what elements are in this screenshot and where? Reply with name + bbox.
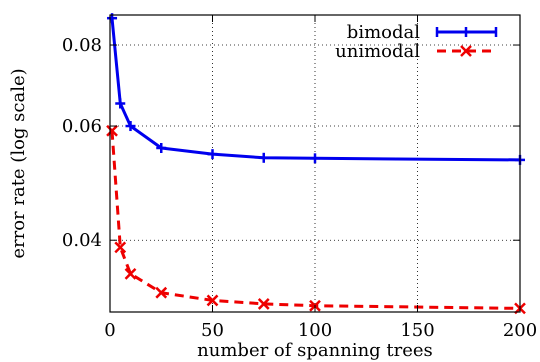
data-point <box>310 153 320 164</box>
x-tick-label: 200 <box>503 320 537 341</box>
series-line-bimodal <box>110 18 521 162</box>
data-point <box>125 121 136 132</box>
data-point <box>115 98 126 109</box>
data-point <box>114 241 127 254</box>
data-point <box>258 152 269 163</box>
x-tick-label: 150 <box>400 320 434 341</box>
data-point <box>207 149 218 160</box>
data-point <box>206 294 219 307</box>
axes: 0.04 0.06 0.08 0 50 100 150 200 <box>62 15 537 341</box>
y-tick-label: 0.08 <box>62 35 102 56</box>
x-tick-label: 0 <box>104 320 115 341</box>
data-point <box>257 298 270 310</box>
data-point <box>156 142 167 153</box>
data-point <box>155 286 168 299</box>
legend-marker-bimodal <box>461 27 471 37</box>
legend-label-bimodal: bimodal <box>347 22 420 43</box>
grid-lines <box>110 15 520 312</box>
x-tick-label: 100 <box>298 320 332 341</box>
series-layer <box>106 13 526 315</box>
data-point <box>124 267 137 280</box>
legend-label-unimodal: unimodal <box>335 41 420 62</box>
y-tick-label: 0.04 <box>62 230 102 251</box>
y-tick-label: 0.06 <box>62 116 102 137</box>
series-line-unimodal <box>110 130 521 310</box>
x-axis-label: number of spanning trees <box>197 340 433 361</box>
series-unimodal <box>106 124 526 315</box>
legend-marker-unimodal <box>460 45 472 57</box>
series-bimodal <box>107 13 525 165</box>
y-axis-label: error rate (log scale) <box>8 68 29 258</box>
data-point <box>106 124 118 137</box>
x-tick-label: 50 <box>201 320 224 341</box>
